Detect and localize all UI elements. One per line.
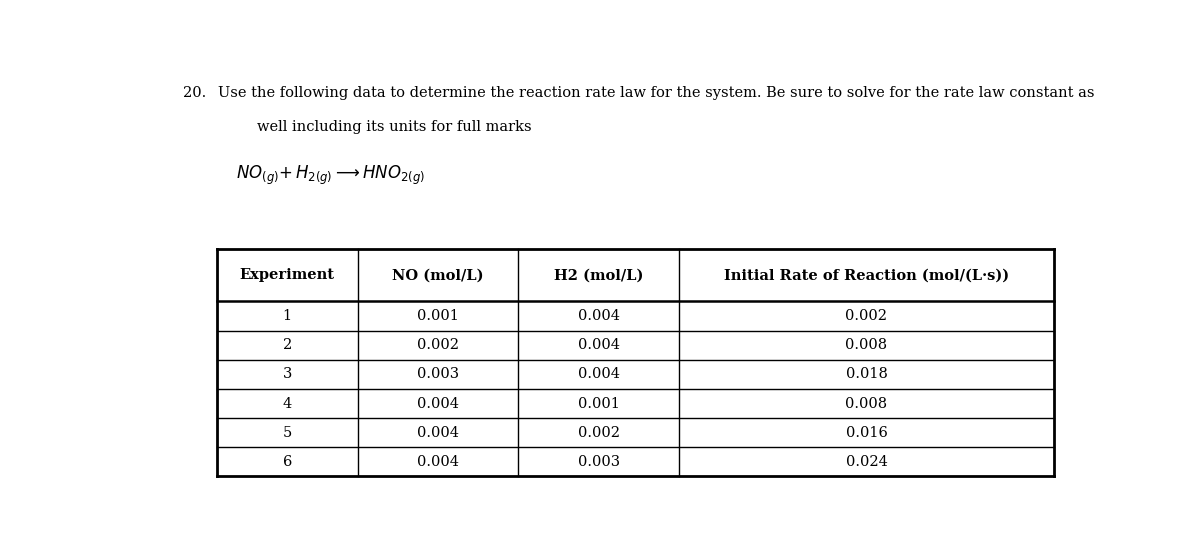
Text: 0.004: 0.004: [416, 426, 458, 439]
Text: 0.001: 0.001: [577, 397, 619, 411]
Text: Experiment: Experiment: [240, 268, 335, 282]
Text: 4: 4: [283, 397, 292, 411]
Text: well including its units for full marks: well including its units for full marks: [257, 120, 532, 134]
Text: 0.016: 0.016: [846, 426, 888, 439]
Text: 0.002: 0.002: [416, 338, 458, 352]
Text: NO (mol/L): NO (mol/L): [392, 268, 484, 282]
Text: H2 (mol/L): H2 (mol/L): [554, 268, 643, 282]
Text: 0.002: 0.002: [577, 426, 619, 439]
Text: 5: 5: [283, 426, 292, 439]
Text: Use the following data to determine the reaction rate law for the system. Be sur: Use the following data to determine the …: [218, 86, 1094, 100]
Text: 0.018: 0.018: [846, 368, 888, 382]
Text: Initial Rate of Reaction (mol/(L·s)): Initial Rate of Reaction (mol/(L·s)): [724, 268, 1009, 282]
Text: 0.004: 0.004: [577, 309, 619, 323]
Text: 2: 2: [283, 338, 292, 352]
Text: 0.004: 0.004: [577, 338, 619, 352]
Text: 1: 1: [283, 309, 292, 323]
Text: 20.: 20.: [184, 86, 206, 100]
Text: 3: 3: [282, 368, 292, 382]
Text: 6: 6: [282, 455, 292, 469]
Text: 0.003: 0.003: [416, 368, 458, 382]
Text: 0.003: 0.003: [577, 455, 619, 469]
Text: $\mathit{NO}_{(\mathit{g})}$$\mathit{+\,H}_{2(\mathit{g})}$$\longrightarrow$$\ma: $\mathit{NO}_{(\mathit{g})}$$\mathit{+\,…: [235, 163, 425, 187]
Text: 0.002: 0.002: [846, 309, 888, 323]
Text: 0.004: 0.004: [416, 397, 458, 411]
Text: 0.024: 0.024: [846, 455, 888, 469]
Text: 0.004: 0.004: [577, 368, 619, 382]
Text: 0.004: 0.004: [416, 455, 458, 469]
Text: 0.001: 0.001: [416, 309, 458, 323]
Text: 0.008: 0.008: [846, 338, 888, 352]
Text: 0.008: 0.008: [846, 397, 888, 411]
